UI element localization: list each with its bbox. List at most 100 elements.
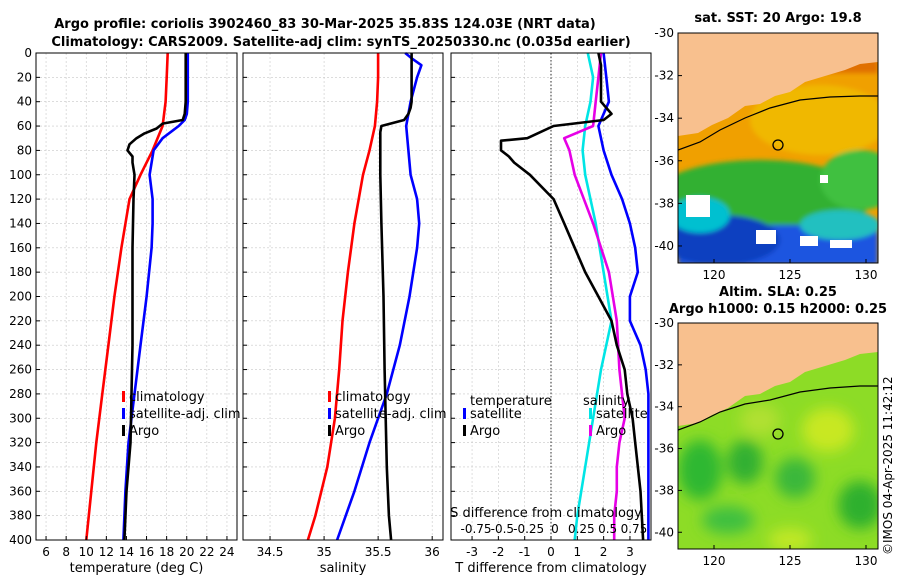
x-tick-label: -1 xyxy=(519,545,531,559)
x-tick-label: 36 xyxy=(425,545,440,559)
x-tick-label: -2 xyxy=(492,545,504,559)
map-y-tick-label: -38 xyxy=(654,483,674,497)
legend-swatch xyxy=(589,425,592,436)
s-tick-label: -0.5 xyxy=(491,522,514,536)
sla-contour xyxy=(678,385,878,431)
y-tick-label: 100 xyxy=(9,168,32,182)
x-tick-label: -3 xyxy=(466,545,478,559)
x-tick-label: 8 xyxy=(62,545,70,559)
legend-title-salinity: salinity xyxy=(583,394,630,409)
map-y-tick-label: -34 xyxy=(654,400,674,414)
legend-label: satellite xyxy=(596,407,648,422)
legend-label: Argo xyxy=(129,424,159,439)
x-axis-label: salinity xyxy=(320,561,367,576)
y-tick-label: 260 xyxy=(9,363,32,377)
legend-label: Argo xyxy=(596,424,626,439)
x-tick-label: 35.5 xyxy=(365,545,392,559)
y-tick-label: 0 xyxy=(24,46,32,60)
x-axis-label: temperature (deg C) xyxy=(70,561,204,576)
x-tick-label: 10 xyxy=(79,545,94,559)
series-satellite-adj-clim xyxy=(335,51,423,541)
y-tick-label: 240 xyxy=(9,338,32,352)
x-tick-label: 20 xyxy=(179,545,194,559)
map-y-tick-label: -36 xyxy=(654,442,674,456)
y-tick-label: 180 xyxy=(9,265,32,279)
panel-salinity: 34.5 35 35.5 36 salinity climatology satellite… xyxy=(242,51,447,576)
y-tick-label: 160 xyxy=(9,241,32,255)
map-x-tick-label: 130 xyxy=(855,268,878,282)
map-y-tick-label: -38 xyxy=(654,196,674,210)
map-y-tick-label: -34 xyxy=(654,111,674,125)
y-tick-label: 20 xyxy=(17,70,32,84)
chart-title-line2: Climatology: CARS2009. Satellite-adj cli… xyxy=(51,35,630,50)
y-tick-label: 400 xyxy=(9,533,32,547)
map-y-tick-label: -40 xyxy=(654,239,674,253)
legend-swatch xyxy=(463,425,466,436)
legend-title-temperature: temperature xyxy=(470,394,552,409)
series-climatology xyxy=(306,53,380,541)
sst-map: sat. SST: 20 Argo: 19.8 xyxy=(654,11,879,282)
legend-label: climatology xyxy=(129,390,205,405)
legend-label: Argo xyxy=(470,424,500,439)
sst-map-title: sat. SST: 20 Argo: 19.8 xyxy=(694,11,861,26)
s-tick-label: -0.75 xyxy=(461,522,492,536)
y-tick-label: 120 xyxy=(9,192,32,206)
series-argo xyxy=(123,53,187,541)
x-axis-label: T difference from climatology xyxy=(454,561,647,576)
x-tick-label: 24 xyxy=(219,545,234,559)
series-t-argo xyxy=(499,52,645,541)
x-tick-label: 1 xyxy=(573,545,581,559)
map-y-tick-label: -30 xyxy=(654,316,674,330)
x-tick-label: 22 xyxy=(199,545,214,559)
y-tick-label: 220 xyxy=(9,314,32,328)
map-x-tick-label: 125 xyxy=(779,554,802,568)
sla-map-title-line2: Argo h1000: 0.15 h2000: 0.25 xyxy=(669,302,887,317)
legend-swatch xyxy=(328,408,331,419)
s-tick-label: 0.75 xyxy=(621,522,648,536)
s-tick-label: 0 xyxy=(551,522,559,536)
legend-label: climatology xyxy=(335,390,411,405)
y-tick-label: 280 xyxy=(9,387,32,401)
legend-swatch xyxy=(463,408,466,419)
y-tick-label: 80 xyxy=(17,143,32,157)
argo-float-marker-sst xyxy=(772,139,784,151)
series-t-satellite xyxy=(597,52,650,540)
series-climatology xyxy=(85,52,169,541)
y-tick-label: 320 xyxy=(9,436,32,450)
chart-title-line1: Argo profile: coriolis 3902460_83 30-Mar… xyxy=(54,17,596,32)
x-tick-label: 16 xyxy=(139,545,154,559)
x-tick-label: 34.5 xyxy=(257,545,284,559)
legend-swatch xyxy=(328,391,331,402)
y-tick-label: 360 xyxy=(9,484,32,498)
sla-land xyxy=(678,323,878,426)
x-tick-label: 2 xyxy=(600,545,608,559)
x-tick-label: 18 xyxy=(159,545,174,559)
legend-label: Argo xyxy=(335,424,365,439)
y-tick-label: 60 xyxy=(17,119,32,133)
legend-swatch xyxy=(122,408,125,419)
x-tick-label: 35 xyxy=(316,545,331,559)
map-y-tick-label: -32 xyxy=(654,69,674,83)
legend-label: satellite-adj. clim xyxy=(129,407,241,422)
y-tick-label: 140 xyxy=(9,216,32,230)
imos-credit: ©IMOS 04-Apr-2025 11:42:12 xyxy=(881,376,895,555)
legend-swatch xyxy=(122,391,125,402)
s-tick-label: 0.5 xyxy=(598,522,617,536)
sst-land xyxy=(678,33,878,136)
map-y-tick-label: -32 xyxy=(654,358,674,372)
map-x-tick-label: 125 xyxy=(779,268,802,282)
map-x-tick-label: 120 xyxy=(703,554,726,568)
legend-swatch xyxy=(122,425,125,436)
sla-map: Altim. SLA: 0.25 Argo h1000: 0.15 h2000:… xyxy=(654,285,887,568)
sst-contour xyxy=(678,95,878,151)
y-tick-label: 40 xyxy=(17,95,32,109)
y-tick-label: 340 xyxy=(9,460,32,474)
x-tick-label: 12 xyxy=(99,545,114,559)
x-tick-label: 6 xyxy=(42,545,50,559)
y-tick-label: 300 xyxy=(9,411,32,425)
x-tick-label: 3 xyxy=(626,545,634,559)
legend-label: satellite-adj. clim xyxy=(335,407,447,422)
series-satellite-adj-clim xyxy=(122,53,190,541)
s-tick-label: -0.25 xyxy=(513,522,544,536)
